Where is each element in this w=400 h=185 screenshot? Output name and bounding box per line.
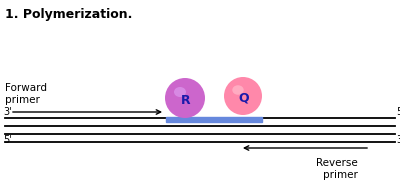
- Text: 1. Polymerization.: 1. Polymerization.: [5, 8, 132, 21]
- Text: Q: Q: [239, 92, 249, 105]
- Bar: [166, 117, 262, 122]
- Ellipse shape: [224, 77, 262, 115]
- Text: 5': 5': [396, 107, 400, 117]
- Text: 5': 5': [3, 135, 12, 145]
- Ellipse shape: [165, 78, 205, 118]
- Text: R: R: [181, 93, 191, 107]
- Text: Forward
primer: Forward primer: [5, 83, 47, 105]
- Ellipse shape: [232, 85, 244, 95]
- Text: 3': 3': [3, 107, 12, 117]
- Ellipse shape: [174, 87, 186, 97]
- Text: 3': 3': [396, 135, 400, 145]
- Text: Reverse
primer: Reverse primer: [316, 158, 358, 180]
